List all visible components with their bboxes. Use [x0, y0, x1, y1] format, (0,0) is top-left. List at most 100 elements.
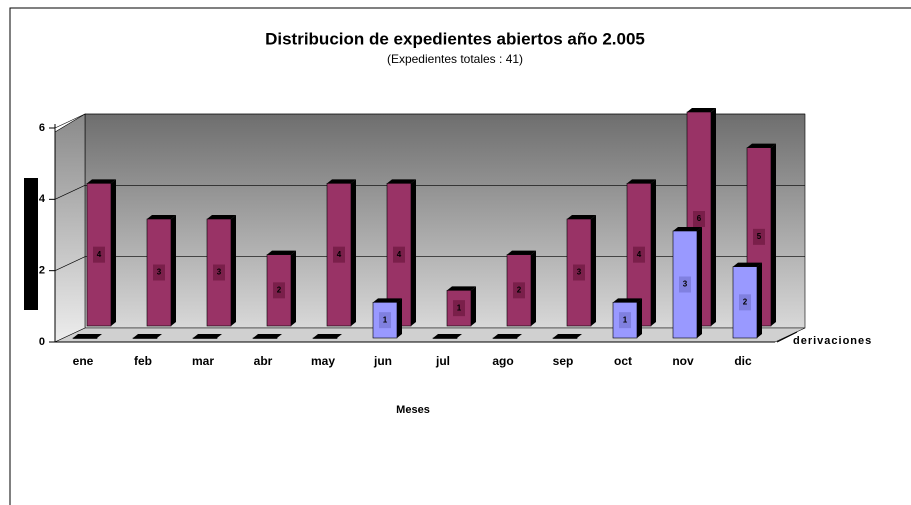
data-label-box — [753, 228, 765, 245]
bar-top — [673, 227, 702, 231]
bar-top — [253, 334, 282, 338]
bar-top — [493, 334, 522, 338]
y-tick-label: 0 — [39, 336, 45, 348]
bar — [552, 337, 578, 339]
bar-side — [651, 179, 656, 326]
bar-top — [313, 334, 342, 338]
data-label: 2 — [517, 285, 522, 294]
bar — [206, 218, 232, 327]
data-label: 1 — [623, 315, 628, 324]
data-label-box — [693, 211, 705, 227]
bar-top — [747, 143, 776, 148]
data-label: 1 — [383, 315, 388, 324]
data-label-box — [739, 294, 751, 311]
bar-side — [591, 215, 596, 326]
bar — [192, 337, 218, 339]
x-tick-label: may — [311, 354, 335, 368]
data-label: 4 — [97, 250, 102, 259]
data-label: 3 — [157, 268, 162, 277]
bar-top — [373, 298, 402, 303]
x-tick-label: nov — [672, 354, 694, 368]
side-wall — [54, 113, 86, 343]
data-label-box — [273, 282, 285, 299]
data-label: 1 — [457, 303, 462, 312]
grid-line — [54, 113, 86, 129]
data-label: 6 — [697, 214, 702, 223]
bar-top — [73, 334, 102, 338]
x-tick-label: feb — [134, 354, 152, 368]
x-tick-label: dic — [734, 354, 752, 368]
bar-top — [267, 250, 296, 255]
bar — [132, 337, 158, 339]
bar-top — [733, 262, 762, 267]
bar-top — [87, 179, 116, 184]
data-label-box — [619, 312, 631, 329]
data-label: 4 — [397, 250, 402, 259]
bar-side — [397, 298, 402, 338]
bar — [492, 337, 518, 339]
y-tick-label: 6 — [39, 122, 45, 134]
x-tick-label: abr — [254, 354, 273, 368]
bar-top — [553, 334, 582, 338]
grid-line — [54, 256, 86, 271]
bar-top — [447, 286, 476, 291]
bar — [72, 337, 98, 339]
bar-side — [711, 108, 716, 326]
data-label: 2 — [743, 297, 748, 306]
bar-top — [147, 215, 176, 219]
x-tick-label: ago — [492, 354, 513, 368]
x-tick-label: oct — [614, 354, 632, 368]
data-label: 3 — [683, 280, 688, 289]
x-tick-label: ene — [73, 354, 94, 368]
data-label: 2 — [277, 285, 282, 294]
x-tick-label: jul — [435, 354, 450, 368]
bar-top — [687, 108, 716, 112]
bar-side — [351, 179, 356, 326]
data-label-box — [453, 300, 465, 317]
grid-line — [54, 185, 86, 200]
data-label-box — [153, 264, 165, 281]
data-label-box — [633, 246, 645, 263]
bar-top — [613, 298, 642, 303]
y-tick-label: 2 — [39, 265, 45, 277]
bar-top — [387, 179, 416, 184]
data-label-box — [379, 312, 391, 329]
bar-side — [471, 286, 476, 326]
chart-subtitle: (Expedientes totales : 41) — [387, 52, 523, 66]
bar-top — [433, 334, 462, 338]
data-label-box — [93, 246, 105, 263]
x-tick-label: mar — [192, 354, 214, 368]
x-tick-label: sep — [553, 354, 574, 368]
data-label: 4 — [337, 250, 342, 259]
bar — [432, 337, 458, 339]
bar-side — [411, 179, 416, 326]
bar-side — [531, 250, 536, 326]
data-label: 5 — [757, 232, 762, 241]
frame — [9, 7, 911, 505]
data-label-box — [513, 282, 525, 299]
data-label-box — [393, 246, 405, 263]
data-label-box — [679, 276, 691, 293]
data-label-box — [333, 246, 345, 263]
bar-top — [193, 334, 222, 338]
bar — [252, 337, 278, 339]
bar-top — [327, 179, 356, 184]
bar-side — [757, 262, 762, 338]
data-label: 4 — [637, 250, 642, 259]
bar-top — [133, 334, 162, 338]
bar-top — [507, 250, 536, 255]
bar-side — [291, 250, 296, 326]
bar-top — [207, 215, 236, 219]
bar-top — [627, 179, 656, 184]
y-tick-label: 4 — [39, 193, 46, 205]
x-tick-label: jun — [373, 354, 392, 368]
chart-title: Distribucion de expedientes abiertos año… — [265, 29, 645, 48]
y-axis-title-box — [24, 178, 38, 310]
data-label-box — [213, 264, 225, 281]
data-label-box — [573, 264, 585, 281]
bar-top — [567, 215, 596, 219]
series-label: derivaciones — [793, 335, 872, 347]
data-label: 3 — [577, 268, 582, 277]
bar-side — [171, 215, 176, 326]
